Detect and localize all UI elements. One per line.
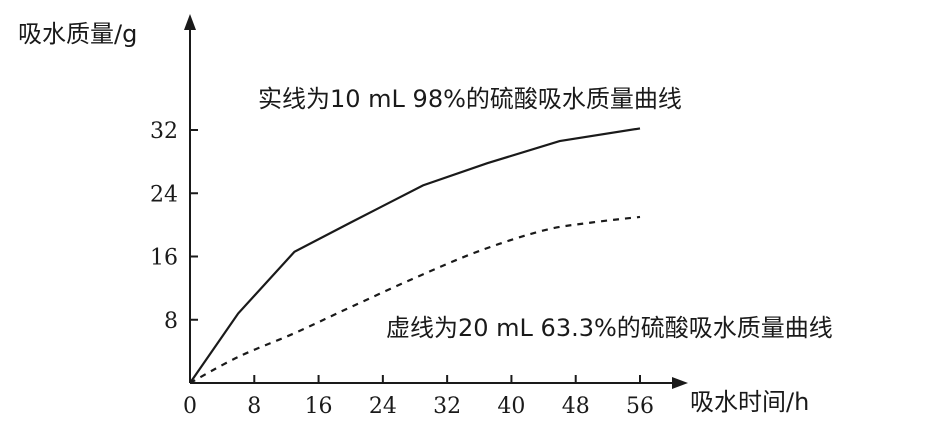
series-layer	[189, 127, 641, 384]
y-tick-label: 16	[150, 246, 178, 271]
series-dashed-line	[189, 215, 641, 384]
y-tick-label: 24	[150, 182, 178, 207]
x-tick-label: 40	[497, 394, 525, 419]
x-tick-label: 16	[305, 394, 333, 419]
annotation-dashed-line: 虚线为20 mL 63.3%的硫酸吸水质量曲线	[386, 314, 833, 342]
y-axis-arrow	[184, 14, 196, 30]
x-axis-arrow	[672, 377, 688, 389]
x-tick-label: 8	[247, 394, 261, 419]
y-tick-label: 8	[164, 309, 178, 334]
x-tick-label: 24	[369, 394, 397, 419]
y-axis-title: 吸水质量/g	[18, 20, 137, 48]
x-axis-title: 吸水时间/h	[690, 388, 809, 416]
x-tick-label: 32	[433, 394, 461, 419]
annotation-solid-line: 实线为10 mL 98%的硫酸吸水质量曲线	[258, 85, 682, 113]
origin-label: 0	[183, 394, 197, 419]
axes	[184, 14, 688, 389]
x-tick-label: 48	[562, 394, 590, 419]
x-tick-label: 56	[626, 394, 654, 419]
ticks: 8 16 24 32 40 48 56 8 16 24 32	[150, 119, 654, 419]
y-tick-label: 32	[150, 119, 178, 144]
series-solid-line	[189, 127, 641, 384]
